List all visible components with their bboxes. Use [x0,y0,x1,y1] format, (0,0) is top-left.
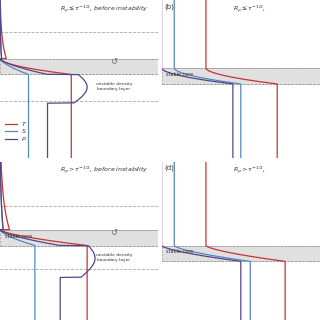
Text: stable core: stable core [166,72,194,77]
Bar [162,68,320,84]
Text: $R_\rho \leq \tau^{-1/2}$, before instability: $R_\rho \leq \tau^{-1/2}$, before instab… [60,3,149,15]
Text: $R_\rho \leq \tau^{-1/2}$,: $R_\rho \leq \tau^{-1/2}$, [233,3,266,15]
Text: unstable density
boundary layer: unstable density boundary layer [96,253,132,262]
Text: $\rho$: $\rho$ [20,135,27,143]
Bar [0,59,158,75]
Text: (b): (b) [165,3,175,10]
Text: $\circlearrowleft$: $\circlearrowleft$ [109,57,119,67]
Text: $T$: $T$ [20,120,27,128]
Text: stable core: stable core [166,249,194,254]
Text: unstable density
boundary layer: unstable density boundary layer [96,82,132,91]
Text: $R_\rho > \tau^{-1/2}$,: $R_\rho > \tau^{-1/2}$, [233,165,266,176]
Text: $\circlearrowleft$: $\circlearrowleft$ [109,228,119,238]
Text: (d): (d) [165,165,175,171]
Bar [0,230,158,245]
Text: $R_\rho > \tau^{-1/2}$, before instability: $R_\rho > \tau^{-1/2}$, before instabili… [60,165,149,176]
Text: stable core: stable core [5,234,32,238]
Bar [162,245,320,261]
Text: $S$: $S$ [20,127,26,135]
